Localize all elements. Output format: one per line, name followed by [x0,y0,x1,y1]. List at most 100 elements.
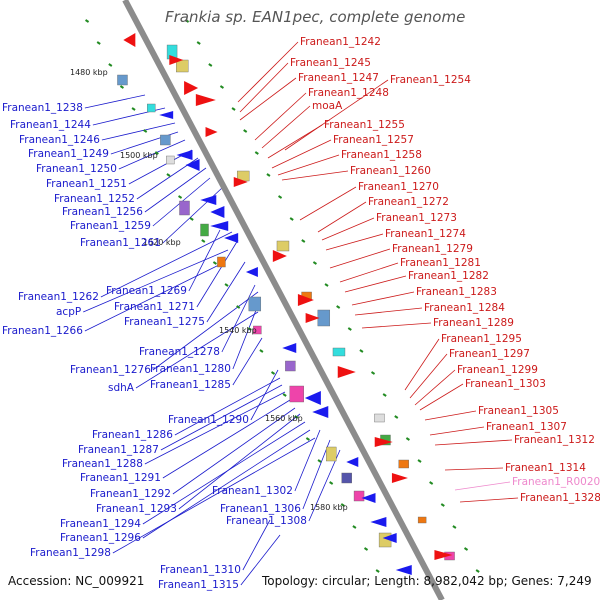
gene-label-left[interactable]: Franean1_1246 [19,134,100,146]
gene-arrow[interactable] [374,437,393,447]
gene-label-right[interactable]: Franean1_1257 [333,134,414,146]
gene-label-right[interactable]: Franean1_1314 [505,462,586,474]
gene-arrow[interactable] [224,233,239,243]
gene-label-left[interactable]: Franean1_1287 [78,444,159,456]
gene-label-left[interactable]: Franean1_1280 [150,363,231,375]
gene-arrow[interactable] [337,366,356,378]
gene-label-right[interactable]: Franean1_1245 [290,57,371,69]
gene-label-left[interactable]: Franean1_1308 [226,515,307,527]
gene-label-right[interactable]: Franean1_1273 [376,212,457,224]
feature-block[interactable] [217,256,226,268]
feature-block[interactable] [289,385,304,403]
gene-label-left[interactable]: sdhA [108,382,135,394]
gene-label-right[interactable]: Franean1_1260 [350,165,431,177]
gene-arrow[interactable] [245,267,258,277]
gene-label-left[interactable]: Franean1_1315 [158,579,239,591]
feature-block[interactable] [285,360,296,372]
gene-label-right[interactable]: Franean1_1284 [424,302,505,314]
gene-label-left[interactable]: Franean1_1292 [90,488,171,500]
gene-arrow[interactable] [200,195,217,205]
gene-arrow[interactable] [346,457,359,467]
gene-arrow[interactable] [233,177,248,187]
gene-label-right[interactable]: Franean1_R0020 [512,476,600,488]
gene-arrow[interactable] [169,55,184,65]
gene-arrow[interactable] [272,250,287,262]
gene-label-right[interactable]: Franean1_1270 [358,181,439,193]
gene-label-right[interactable]: Franean1_1297 [449,348,530,360]
gene-arrow[interactable] [297,294,314,306]
gene-label-right[interactable]: Franean1_1247 [298,72,379,84]
gene-label-right[interactable]: Franean1_1299 [457,364,538,376]
feature-block[interactable] [374,413,385,423]
gene-arrow[interactable] [210,206,225,218]
gene-arrow[interactable] [312,406,329,418]
gene-label-left[interactable]: Franean1_1286 [92,429,173,441]
gene-arrow[interactable] [176,150,193,160]
gene-arrow[interactable] [304,391,321,405]
gene-arrow[interactable] [391,473,408,483]
feature-block[interactable] [332,347,346,357]
gene-label-left[interactable]: Franean1_1256 [62,206,143,218]
gene-label-left[interactable]: Franean1_1271 [114,301,195,313]
gene-arrow[interactable] [205,127,218,137]
gene-arrow[interactable] [185,159,200,171]
gene-arrow[interactable] [434,550,453,560]
gene-arrow[interactable] [370,517,387,527]
gene-label-left[interactable]: Franean1_1276 [70,364,151,376]
gene-arrow[interactable] [282,343,297,353]
gene-arrow[interactable] [184,81,199,95]
feature-block[interactable] [117,74,128,86]
feature-block[interactable] [166,155,175,165]
gene-arrow[interactable] [361,493,376,503]
feature-block[interactable] [341,472,352,484]
gene-label-left[interactable]: Franean1_1269 [106,285,187,297]
gene-label-left[interactable]: Franean1_1310 [160,564,241,576]
gene-label-right[interactable]: moaA [312,100,343,112]
gene-label-left[interactable]: Franean1_1296 [60,532,141,544]
gene-label-left[interactable]: acpP [56,306,81,318]
feature-block[interactable] [253,325,262,335]
gene-arrow[interactable] [210,221,229,231]
gene-label-right[interactable]: Franean1_1258 [341,149,422,161]
gene-label-right[interactable]: Franean1_1289 [433,317,514,329]
gene-arrow[interactable] [195,94,216,106]
gene-label-left[interactable]: Franean1_1288 [62,458,143,470]
gene-label-left[interactable]: Franean1_1251 [46,178,127,190]
feature-block[interactable] [248,296,262,312]
gene-arrow[interactable] [305,313,320,323]
gene-label-right[interactable]: Franean1_1295 [441,333,522,345]
gene-label-right[interactable]: Franean1_1248 [308,87,389,99]
gene-label-right[interactable]: Franean1_1281 [400,257,481,269]
gene-label-right[interactable]: Franean1_1305 [478,405,559,417]
feature-block[interactable] [160,134,171,146]
gene-label-right[interactable]: Franean1_1242 [300,36,381,48]
gene-label-right[interactable]: Franean1_1328 [520,492,600,504]
feature-block[interactable] [353,490,365,502]
gene-label-right[interactable]: Franean1_1254 [390,74,471,86]
gene-label-left[interactable]: Franean1_1285 [150,379,231,391]
gene-label-left[interactable]: Franean1_1266 [2,325,83,337]
gene-label-left[interactable]: Franean1_1238 [2,102,83,114]
feature-block[interactable] [398,459,409,469]
gene-arrow[interactable] [123,33,136,47]
gene-label-left[interactable]: Franean1_1293 [96,503,177,515]
feature-block[interactable] [200,223,209,237]
gene-label-left[interactable]: Franean1_1275 [124,316,205,328]
gene-label-left[interactable]: Franean1_1262 [18,291,99,303]
gene-arrow[interactable] [382,533,397,543]
gene-label-right[interactable]: Franean1_1307 [486,421,567,433]
gene-label-left[interactable]: Franean1_1290 [168,414,249,426]
gene-label-left[interactable]: Franean1_1249 [28,148,109,160]
feature-block[interactable] [276,240,290,252]
gene-label-right[interactable]: Franean1_1283 [416,286,497,298]
gene-label-right[interactable]: Franean1_1282 [408,270,489,282]
feature-block[interactable] [326,446,337,462]
gene-label-right[interactable]: Franean1_1255 [324,119,405,131]
gene-label-left[interactable]: Franean1_1302 [212,485,293,497]
gene-label-left[interactable]: Franean1_1244 [10,119,91,131]
gene-label-right[interactable]: Franean1_1279 [392,243,473,255]
gene-arrow[interactable] [159,111,174,119]
gene-label-left[interactable]: Franean1_1291 [80,472,161,484]
gene-label-left[interactable]: Franean1_1252 [54,193,135,205]
gene-label-right[interactable]: Franean1_1303 [465,378,546,390]
